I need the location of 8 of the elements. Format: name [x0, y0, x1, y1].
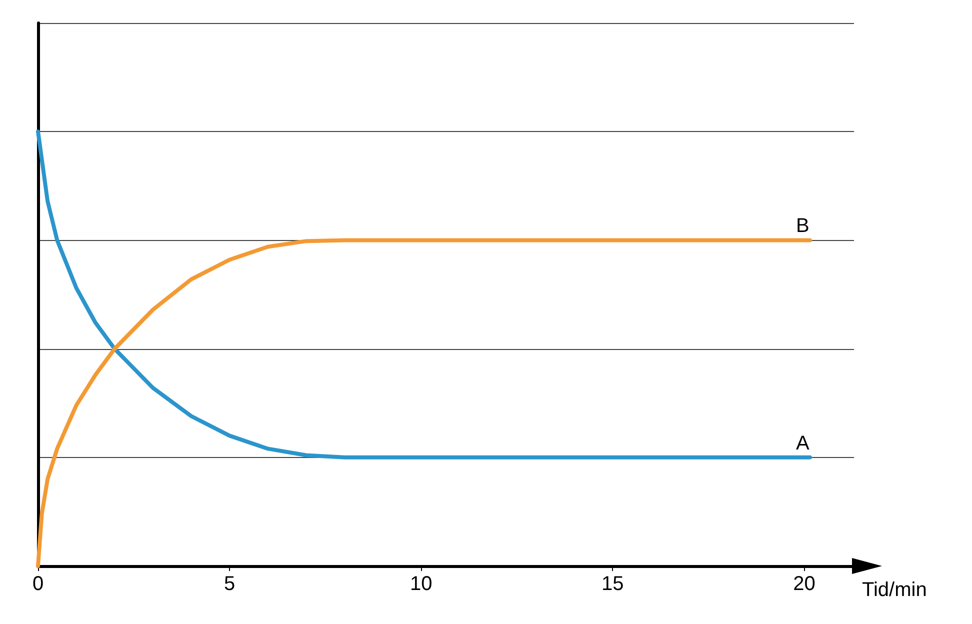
x-axis-title: Tid/min	[862, 579, 927, 601]
x-tick-label: 20	[793, 573, 816, 595]
x-tick-label: 5	[224, 573, 236, 595]
x-tick-label: 15	[602, 573, 624, 595]
series-label: A	[796, 432, 810, 454]
x-tick-label: 10	[410, 573, 432, 595]
x-tick-label: 0	[32, 573, 44, 595]
series-label: B	[796, 215, 810, 238]
